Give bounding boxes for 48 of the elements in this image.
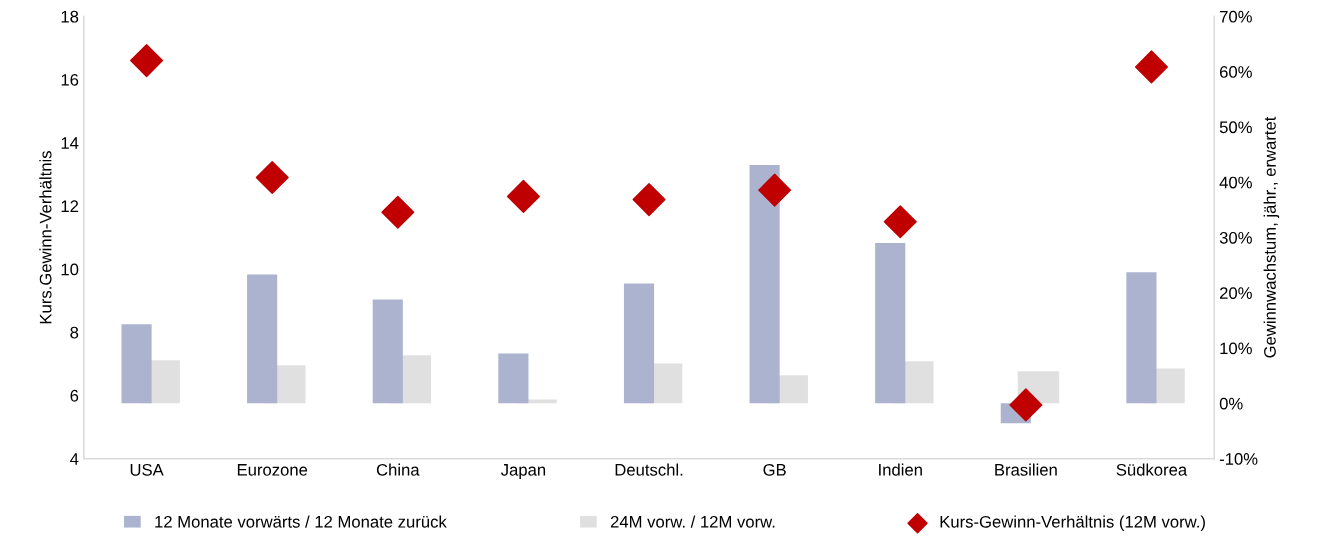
y-axis-title: Kurs.Gewinn-Verhältnis	[39, 151, 52, 324]
bar	[247, 274, 278, 404]
bar	[121, 324, 152, 404]
point	[255, 160, 289, 195]
x-tick-label: Eurozone	[237, 464, 308, 476]
y-tick-label: 4	[70, 453, 79, 465]
x-tick-label: Japan	[500, 464, 546, 480]
bar	[749, 165, 780, 404]
point	[381, 195, 415, 229]
x-tick-label: Deutschl.	[615, 463, 683, 476]
y2-tick-label: 0%	[1219, 397, 1243, 410]
point	[883, 205, 917, 239]
y-tick-label: 14	[61, 137, 79, 149]
x-tick-label: Indien	[879, 463, 922, 476]
bar	[372, 299, 403, 404]
point	[506, 179, 540, 213]
point	[758, 173, 792, 207]
legend-label: Kurs-Gewinn-Verhältnis (12M vorw.)	[940, 515, 1205, 531]
legend-label: 12 Monate vorwärts / 12 Monate zurück	[155, 515, 447, 528]
y-tick-label: 18	[61, 10, 79, 23]
bar	[498, 353, 529, 404]
y2-tick-label: 30%	[1219, 231, 1252, 244]
y2-tick-label: 70%	[1220, 10, 1252, 23]
x-tick-label: USA	[130, 463, 164, 476]
y2-tick-label: -10%	[1219, 453, 1258, 465]
y-tick-label: 8	[70, 326, 79, 339]
x-tick-label: Brasilien	[995, 463, 1057, 476]
bar	[875, 243, 906, 404]
point	[632, 183, 666, 217]
y-tick-label: 16	[61, 73, 79, 86]
legend-label: 24M vorw. / 12M vorw.	[610, 515, 775, 528]
bar	[1126, 272, 1157, 404]
bar	[623, 283, 655, 404]
y-tick-label: 12	[61, 200, 79, 212]
y-tick-label: 6	[70, 389, 79, 402]
x-tick-label: China	[376, 463, 420, 476]
y2-tick-label: 60%	[1220, 66, 1252, 78]
point	[1134, 50, 1169, 84]
y2-tick-label: 50%	[1219, 121, 1252, 134]
y2-axis-title: Gewinnwachstum, jähr., erwartet	[1263, 116, 1280, 358]
x-tick-label: GB	[763, 463, 786, 476]
point	[130, 44, 164, 78]
y2-tick-label: 40%	[1219, 176, 1252, 189]
x-tick-label: Südkorea	[1116, 463, 1188, 476]
point	[1009, 388, 1043, 422]
y2-tick-label: 20%	[1219, 287, 1252, 299]
y2-tick-label: 10%	[1220, 342, 1252, 355]
y-tick-label: 10	[61, 263, 79, 276]
